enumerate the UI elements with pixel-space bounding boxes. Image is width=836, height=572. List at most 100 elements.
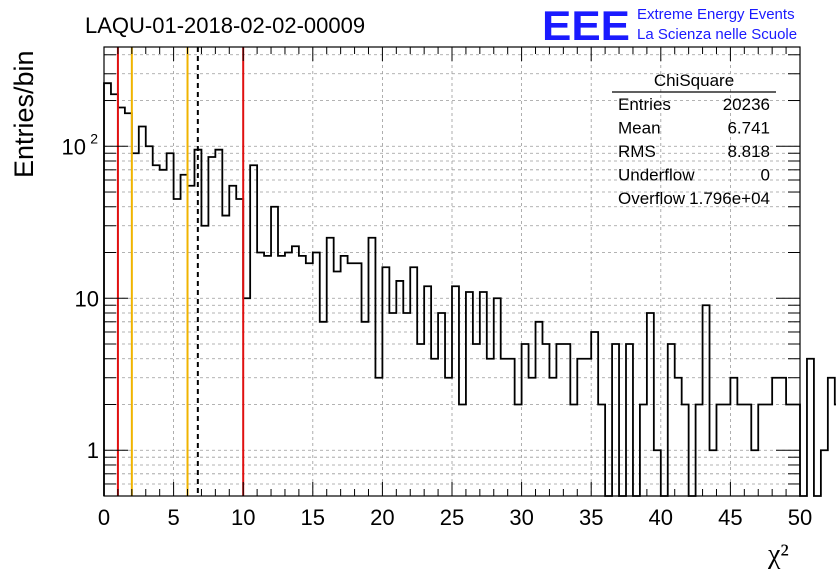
stats-box: ChiSquare Entries 20236 Mean 6.741 RMS 8.818 U… [612,71,776,208]
histogram-bin [821,450,828,496]
histogram-bin [132,153,139,496]
histogram-bin [236,199,243,496]
histogram-bin [494,298,501,496]
histogram-bin [730,378,737,496]
histogram-bin [111,94,118,496]
eee-tagline-2: La Scienza nelle Scuole [637,26,797,43]
histogram-bin [167,153,174,496]
stats-label: RMS [618,142,656,161]
histogram-bin [668,344,675,496]
histogram-bin [160,170,167,496]
histogram-bin [201,226,208,496]
histogram-bars [103,82,836,497]
histogram-bin [174,199,181,496]
x-tick-label: 25 [440,505,464,530]
x-tick-label: 30 [509,505,533,530]
histogram-bin [466,292,473,496]
histogram-bin [431,359,438,496]
histogram-bin [626,344,633,496]
histogram-bin [362,322,369,496]
histogram-bin [480,292,487,496]
x-tick-labels: 0 5 10 15 20 25 30 35 40 45 50 [98,505,812,530]
histogram-bin [445,378,452,496]
histogram-bin [125,113,132,496]
x-tick-label: 15 [301,505,325,530]
stats-value: 20236 [723,95,770,114]
x-axis-label: χ² [767,539,789,570]
chart-title: LAQU-01-2018-02-02-00009 [85,13,365,38]
histogram-bin [250,165,257,496]
histogram-bin [612,344,619,496]
y-tick-label-exponent: 2 [90,130,98,146]
histogram-bin [320,322,327,496]
histogram-bin [577,359,584,496]
histogram-bin [563,344,570,496]
histogram-bin [772,378,779,496]
histogram-bin [556,344,563,496]
y-tick-label: 10 [75,286,99,311]
histogram-bin [779,378,786,496]
histogram-bin [285,253,292,496]
histogram-bin [243,298,250,496]
histogram-bin [313,253,320,496]
histogram-bin [807,359,814,496]
stats-value: 6.741 [727,119,770,138]
histogram-bin [417,344,424,496]
histogram-bin [222,216,229,496]
x-tick-label: 5 [167,505,179,530]
histogram-bin [529,378,536,496]
eee-logo: EEE [542,2,630,49]
histogram-bin [139,126,146,496]
histogram-bin [208,157,215,496]
histogram-bin [188,186,195,496]
stats-label: Entries [618,95,671,114]
stats-title: ChiSquare [654,71,734,90]
histogram-bin [487,359,494,496]
histogram-bin [522,344,529,496]
stats-label: Overflow [618,189,686,208]
histogram-bin [215,150,222,496]
histogram-bin [271,207,278,496]
histogram-bin [181,175,188,496]
histogram-bin [584,359,591,496]
histogram-bin [375,378,382,496]
histogram-bin [501,359,508,496]
histogram-bin [146,146,153,496]
x-tick-label: 50 [788,505,812,530]
x-tick-label: 40 [649,505,673,530]
stats-label: Mean [618,119,661,138]
histogram-bin [675,378,682,496]
y-tick-label: 1 [87,438,99,463]
histogram-bin [424,286,431,496]
histogram-bin [153,165,160,496]
x-tick-label: 45 [718,505,742,530]
marker-lines [116,47,245,496]
histogram-bin [536,322,543,496]
stats-value: 0 [761,166,770,185]
histogram-bin [703,305,710,496]
histogram-bin [118,107,125,496]
histogram-bin [382,267,389,496]
histogram-bin [257,253,264,496]
histogram-bin [828,378,835,496]
y-axis-label: Entries/bin [9,50,39,178]
eee-tagline-1: Extreme Energy Events [637,6,795,23]
histogram-bin [452,286,459,496]
histogram-bin [264,256,271,496]
histogram-bin [549,378,556,496]
stats-value: 1.796e+04 [689,189,770,208]
histogram-bin [410,267,417,496]
x-tick-label: 10 [231,505,255,530]
axis-ticks [103,47,801,497]
histogram-bin [508,359,515,496]
histogram-outline [103,82,836,497]
histogram-bin [542,344,549,496]
x-tick-label: 20 [370,505,394,530]
stats-label: Underflow [618,166,695,185]
histogram-bin [278,256,285,496]
histogram-bin [229,186,236,496]
plot-frame [103,46,801,497]
histogram-bin [292,246,299,496]
stats-value: 8.818 [727,142,770,161]
